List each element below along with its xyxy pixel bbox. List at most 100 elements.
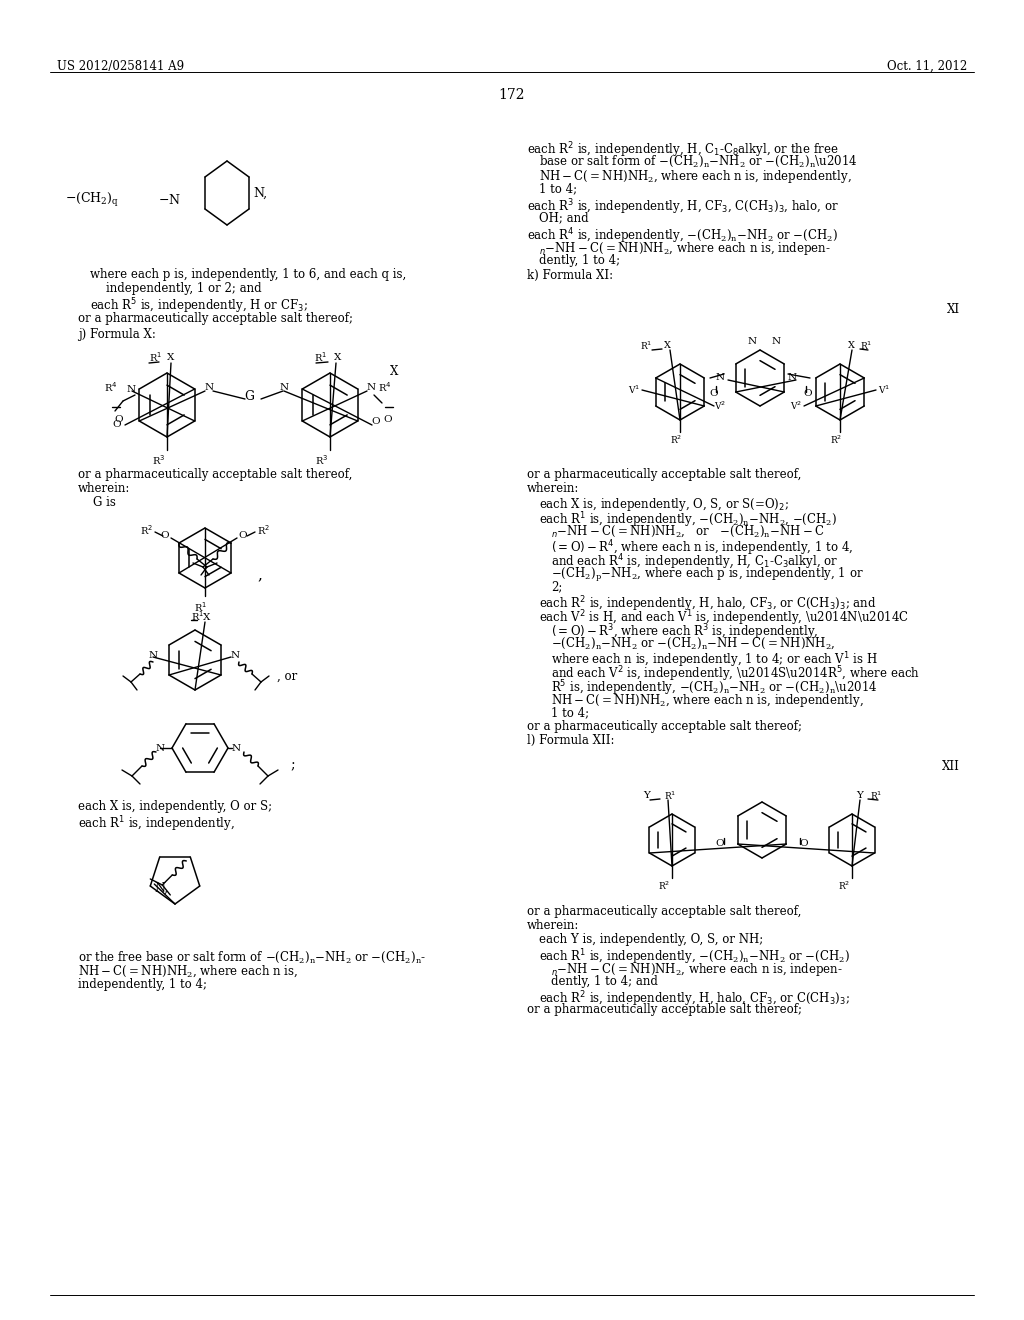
- Text: R$^1$: R$^1$: [195, 601, 208, 614]
- Text: N: N: [205, 383, 214, 392]
- Text: $\mathdefault{NH-C(=NH)NH_2}$, where each n is, independently,: $\mathdefault{NH-C(=NH)NH_2}$, where eac…: [551, 692, 863, 709]
- Text: V$^2$: V$^2$: [790, 400, 802, 412]
- Text: O: O: [239, 532, 248, 540]
- Text: N: N: [231, 651, 240, 660]
- Text: wherein:: wherein:: [527, 482, 580, 495]
- Text: $\mathdefault{NH-C(=NH)NH_2}$, where each n is,: $\mathdefault{NH-C(=NH)NH_2}$, where eac…: [78, 964, 298, 979]
- Text: ,: ,: [257, 568, 262, 582]
- Text: R$^1$: R$^1$: [870, 789, 883, 803]
- Text: R$^1$: R$^1$: [150, 350, 162, 364]
- Text: G: G: [244, 391, 254, 404]
- Text: N: N: [280, 383, 289, 392]
- Text: 172: 172: [499, 88, 525, 102]
- Text: or a pharmaceutically acceptable salt thereof,: or a pharmaceutically acceptable salt th…: [527, 906, 802, 917]
- Text: O: O: [800, 840, 808, 849]
- Text: V$^1$: V$^1$: [628, 384, 640, 396]
- Text: R$^2$: R$^2$: [257, 523, 270, 537]
- Text: each R$^2$ is, independently, H, C$_1$-C$_8$alkyl, or the free: each R$^2$ is, independently, H, C$_1$-C…: [527, 140, 839, 160]
- Text: each R$^{5}$ is, independently, H or CF$_3$;: each R$^{5}$ is, independently, H or CF$…: [90, 296, 308, 315]
- Text: R$^3$: R$^3$: [315, 453, 329, 467]
- Text: V$^2$: V$^2$: [714, 400, 726, 412]
- Text: and each R$^4$ is, independently, H, C$_1$-C$_3$alkyl, or: and each R$^4$ is, independently, H, C$_…: [551, 552, 839, 572]
- Text: N: N: [748, 338, 757, 346]
- Text: O: O: [161, 532, 169, 540]
- Text: each R$^3$ is, independently, H, CF$_3$, C(CH$_3$)$_3$, halo, or: each R$^3$ is, independently, H, CF$_3$,…: [527, 197, 839, 216]
- Text: $\mathdefault{-N}$: $\mathdefault{-N}$: [158, 193, 181, 207]
- Text: OH; and: OH; and: [539, 211, 589, 224]
- Text: or a pharmaceutically acceptable salt thereof;: or a pharmaceutically acceptable salt th…: [78, 312, 353, 325]
- Text: each R$^2$ is, independently, H, halo, CF$_3$, or C(CH$_3$)$_3$; and: each R$^2$ is, independently, H, halo, C…: [539, 594, 877, 614]
- Text: wherein:: wherein:: [78, 482, 130, 495]
- Text: R$^5$ is, independently, $\mathdefault{-(CH_2)_n}$$\mathdefault{-NH_2}$ or $\mat: R$^5$ is, independently, $\mathdefault{-…: [551, 678, 878, 697]
- Text: US 2012/0258141 A9: US 2012/0258141 A9: [57, 59, 184, 73]
- Text: j) Formula X:: j) Formula X:: [78, 327, 156, 341]
- Text: Y: Y: [643, 792, 650, 800]
- Text: N: N: [787, 374, 797, 383]
- Text: XII: XII: [942, 760, 961, 774]
- Text: O: O: [113, 420, 121, 429]
- Text: N,: N,: [155, 882, 168, 895]
- Text: R$^3$: R$^3$: [153, 453, 166, 467]
- Text: $_n$$\mathdefault{-NH-C(=NH)NH_2}$,   or   $\mathdefault{-(CH_2)_n}$$\mathdefaul: $_n$$\mathdefault{-NH-C(=NH)NH_2}$, or $…: [551, 524, 824, 540]
- Text: R$^2$: R$^2$: [140, 523, 153, 537]
- Text: Oct. 11, 2012: Oct. 11, 2012: [887, 59, 967, 73]
- Text: R$^2$: R$^2$: [657, 880, 670, 892]
- Text: where each n is, independently, 1 to 4; or each V$^1$ is H: where each n is, independently, 1 to 4; …: [551, 649, 878, 669]
- Text: each R$^1$ is, independently, $\mathdefault{-(CH_2)_n}$$\mathdefault{-NH_2}$, $\: each R$^1$ is, independently, $\mathdefa…: [539, 510, 838, 529]
- Text: dently, 1 to 4; and: dently, 1 to 4; and: [551, 975, 657, 987]
- Text: N: N: [367, 383, 376, 392]
- Text: or a pharmaceutically acceptable salt thereof;: or a pharmaceutically acceptable salt th…: [527, 719, 802, 733]
- Text: R$^2$: R$^2$: [829, 434, 842, 446]
- Text: O: O: [710, 389, 718, 399]
- Text: N,: N,: [253, 186, 267, 199]
- Text: each V$^2$ is H, and each V$^1$ is, independently, \u2014N\u2014C: each V$^2$ is H, and each V$^1$ is, inde…: [539, 609, 908, 627]
- Text: N: N: [156, 744, 165, 752]
- Text: and each V$^2$ is, independently, \u2014S\u2014R$^5$, where each: and each V$^2$ is, independently, \u2014…: [551, 664, 920, 684]
- Text: each X is, independently, O or S;: each X is, independently, O or S;: [78, 800, 272, 813]
- Text: Y: Y: [856, 792, 863, 800]
- Text: $\mathdefault{-(CH_2)_q}$: $\mathdefault{-(CH_2)_q}$: [65, 191, 119, 209]
- Text: wherein:: wherein:: [527, 919, 580, 932]
- Text: R$^1$: R$^1$: [314, 350, 327, 364]
- Text: R$^4$: R$^4$: [103, 380, 117, 393]
- Text: or a pharmaceutically acceptable salt thereof,: or a pharmaceutically acceptable salt th…: [78, 469, 352, 480]
- Text: $(=\mathdefault{O})-\mathdefault{R}^4$, where each n is, independently, 1 to 4,: $(=\mathdefault{O})-\mathdefault{R}^4$, …: [551, 539, 853, 557]
- Text: N: N: [716, 374, 725, 383]
- Text: dently, 1 to 4;: dently, 1 to 4;: [539, 253, 621, 267]
- Text: each R$^1$ is, independently,: each R$^1$ is, independently,: [78, 814, 236, 834]
- Text: R$^2$: R$^2$: [670, 434, 682, 446]
- Text: $\mathdefault{-(CH_2)_p}$$\mathdefault{-NH_2}$, where each p is, independently, : $\mathdefault{-(CH_2)_p}$$\mathdefault{-…: [551, 566, 864, 583]
- Text: N: N: [127, 385, 136, 395]
- Text: or a pharmaceutically acceptable salt thereof,: or a pharmaceutically acceptable salt th…: [527, 469, 802, 480]
- Text: X: X: [334, 354, 341, 363]
- Text: R$^1$: R$^1$: [191, 609, 204, 623]
- Text: N: N: [232, 744, 241, 752]
- Text: R$^4$: R$^4$: [378, 380, 391, 393]
- Text: each Y is, independently, O, S, or NH;: each Y is, independently, O, S, or NH;: [539, 933, 763, 946]
- Text: independently, 1 to 4;: independently, 1 to 4;: [78, 978, 207, 991]
- Text: R$^1$: R$^1$: [860, 339, 872, 352]
- Text: base or salt form of $\mathdefault{-(CH_2)_n}$$\mathdefault{-NH_2}$ or $\mathdef: base or salt form of $\mathdefault{-(CH_…: [539, 154, 857, 169]
- Text: R$^1$: R$^1$: [640, 339, 652, 352]
- Text: O: O: [716, 840, 724, 849]
- Text: each R$^4$ is, independently, $\mathdefault{-(CH_2)_n}$$\mathdefault{-NH_2}$ or : each R$^4$ is, independently, $\mathdefa…: [527, 226, 838, 246]
- Text: $\mathdefault{-(CH_2)_n}$$\mathdefault{-NH_2}$ or $\mathdefault{-(CH_2)_n}$$\mat: $\mathdefault{-(CH_2)_n}$$\mathdefault{-…: [551, 636, 836, 652]
- Text: O: O: [115, 414, 123, 424]
- Text: O: O: [384, 414, 392, 424]
- Text: X: X: [390, 366, 398, 378]
- Text: XI: XI: [947, 304, 961, 315]
- Text: where each p is, independently, 1 to 6, and each q is,: where each p is, independently, 1 to 6, …: [90, 268, 407, 281]
- Text: $_n$$\mathdefault{-NH-C(=NH)NH_2}$, where each n is, indepen-: $_n$$\mathdefault{-NH-C(=NH)NH_2}$, wher…: [539, 240, 830, 257]
- Text: or a pharmaceutically acceptable salt thereof;: or a pharmaceutically acceptable salt th…: [527, 1003, 802, 1016]
- Text: each R$^1$ is, independently, $\mathdefault{-(CH_2)_n}$$\mathdefault{-NH_2}$ or : each R$^1$ is, independently, $\mathdefa…: [539, 946, 850, 966]
- Text: $(=\mathdefault{O})-\mathdefault{R}^3$, where each R$^3$ is, independently,: $(=\mathdefault{O})-\mathdefault{R}^3$, …: [551, 622, 818, 642]
- Text: 1 to 4;: 1 to 4;: [551, 706, 589, 719]
- Text: N: N: [150, 651, 158, 660]
- Text: independently, 1 or 2; and: independently, 1 or 2; and: [106, 282, 261, 294]
- Text: l) Formula XII:: l) Formula XII:: [527, 734, 614, 747]
- Text: R$^2$: R$^2$: [838, 880, 850, 892]
- Text: X: X: [848, 342, 855, 351]
- Text: O: O: [804, 389, 812, 399]
- Text: X: X: [203, 614, 210, 623]
- Text: $_n$$\mathdefault{-NH-C(=NH)NH_2}$, where each n is, indepen-: $_n$$\mathdefault{-NH-C(=NH)NH_2}$, wher…: [551, 961, 843, 978]
